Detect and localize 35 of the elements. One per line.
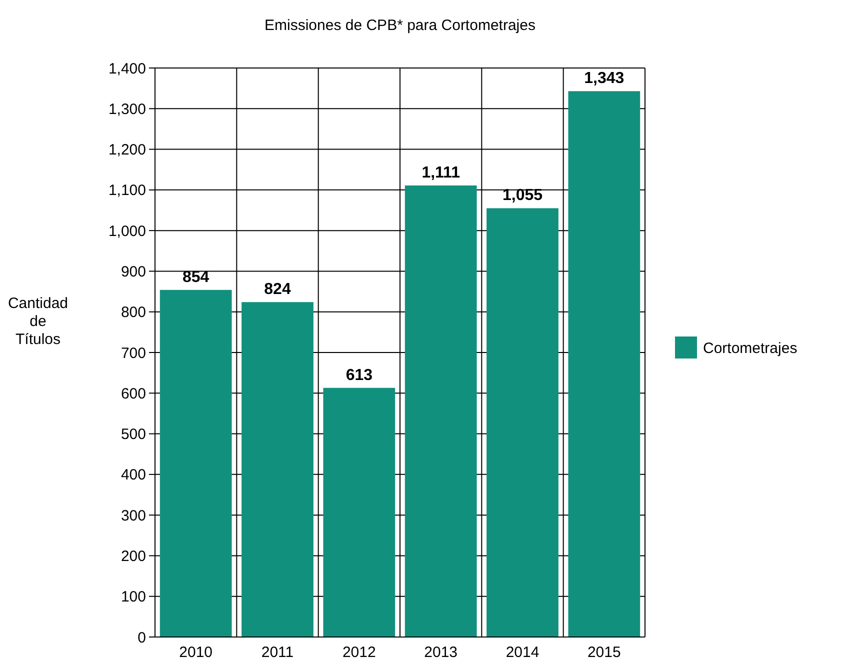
x-tick-label: 2011 (261, 644, 294, 661)
y-tick-label: 300 (120, 507, 146, 524)
x-tick-label: 2014 (506, 644, 540, 661)
bar (486, 208, 558, 637)
y-tick-label: 800 (120, 304, 146, 322)
y-tick-label: 900 (120, 263, 146, 280)
y-tick-label: 1,200 (108, 142, 146, 159)
bar (404, 185, 477, 637)
data-label: 824 (264, 281, 291, 298)
y-tick-label: 1,400 (108, 60, 146, 78)
y-tick-label: 500 (120, 426, 146, 444)
bar (160, 290, 232, 637)
y-tick-label: 0 (138, 629, 146, 646)
y-tick-label: 1,000 (108, 222, 146, 240)
x-tick-label: 2010 (179, 644, 213, 661)
y-tick-label: 200 (120, 548, 146, 565)
data-label: 613 (346, 366, 373, 384)
x-tick-label: 2013 (424, 644, 458, 661)
x-tick-label: 2012 (342, 644, 376, 661)
chart-title: Emissiones de CPB* para Cortometrajes (264, 17, 536, 34)
y-tick-label: 400 (120, 466, 146, 484)
y-tick-label: 1,300 (108, 100, 146, 118)
bar (568, 91, 640, 637)
x-tick-label: 2015 (587, 644, 621, 661)
data-label: 1,111 (422, 164, 460, 182)
y-tick-label: 1,100 (108, 182, 146, 200)
y-tick-label: 600 (120, 385, 146, 402)
data-label: 1,343 (584, 70, 624, 88)
bar (323, 388, 396, 637)
legend-label: Cortometrajes (703, 340, 798, 357)
data-label: 854 (182, 268, 210, 286)
y-tick-label: 100 (120, 588, 146, 606)
y-tick-label: 700 (120, 344, 146, 362)
y-axis-title: Cantidad de Títulos (8, 295, 68, 348)
bar (242, 302, 314, 637)
